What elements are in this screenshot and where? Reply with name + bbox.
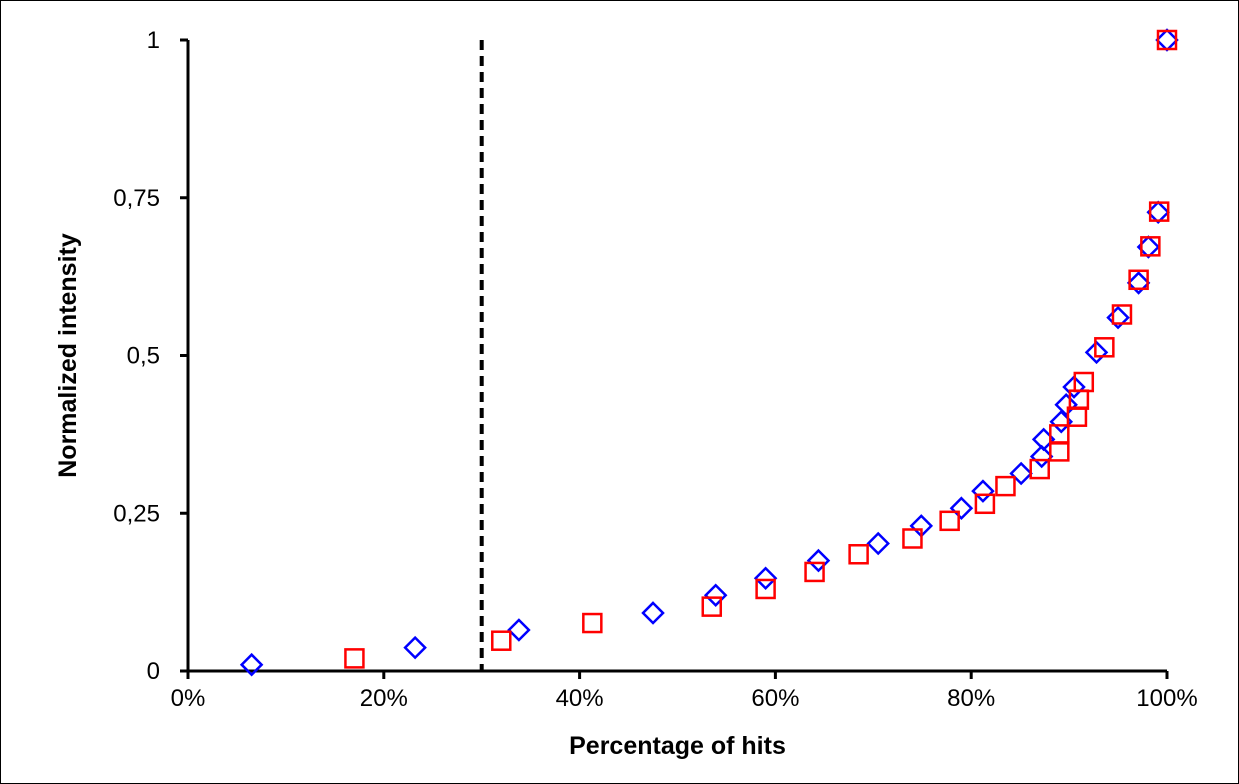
y-axis-title: Normalized intensity xyxy=(54,233,82,478)
square-point xyxy=(1094,337,1115,358)
diamond-point xyxy=(1146,200,1170,225)
x-tick-label: 60% xyxy=(751,685,799,712)
square-point xyxy=(344,648,365,669)
square-point xyxy=(1128,269,1149,291)
x-tick-label: 40% xyxy=(556,685,604,712)
y-tick-label: 0,5 xyxy=(127,343,160,370)
square-point xyxy=(701,596,723,617)
diamond-point xyxy=(1009,461,1033,486)
diamond-point xyxy=(806,548,831,573)
square-point xyxy=(1049,424,1070,445)
x-tick-label: 80% xyxy=(947,685,995,712)
x-tick-label: 100% xyxy=(1136,685,1197,712)
square-point xyxy=(1111,304,1133,325)
x-axis-title: Percentage of hits xyxy=(569,732,786,760)
square-point xyxy=(1029,458,1050,480)
diamond-point xyxy=(971,479,995,503)
x-tick-label: 0% xyxy=(171,685,206,712)
diamond-point xyxy=(1126,271,1151,295)
square-point xyxy=(491,630,512,651)
square-point xyxy=(939,510,960,532)
square-point xyxy=(1140,236,1161,257)
axis-labels: 0 0,25 0,5 0,75 1 0% 20% 40% 60% 80% 100% Percentag… xyxy=(54,27,1198,760)
diamond-point xyxy=(949,496,974,520)
series-diamond xyxy=(239,28,1179,677)
axes xyxy=(180,38,1169,679)
square-point xyxy=(902,528,923,549)
square-point xyxy=(582,612,603,634)
y-tick-label: 0,75 xyxy=(113,185,160,212)
square-point xyxy=(755,578,776,600)
square-point xyxy=(1148,201,1170,222)
y-tick-label: 0 xyxy=(147,658,160,685)
y-tick-label: 0,25 xyxy=(113,500,160,527)
x-tick-label: 20% xyxy=(360,685,408,712)
square-point xyxy=(804,561,825,583)
diamond-point xyxy=(507,618,531,642)
square-point xyxy=(974,493,996,515)
diamond-point xyxy=(1084,340,1109,365)
square-point xyxy=(848,544,869,565)
square-point xyxy=(1156,29,1178,51)
diamond-point xyxy=(1029,444,1054,469)
y-tick-label: 1 xyxy=(147,27,160,54)
square-point xyxy=(1049,441,1070,462)
series-square xyxy=(344,29,1178,669)
square-point xyxy=(1073,371,1095,393)
square-point xyxy=(995,475,1016,497)
diamond-point xyxy=(1155,28,1179,52)
diamond-point xyxy=(1054,392,1078,417)
diamond-point xyxy=(1062,375,1086,399)
diamond-point xyxy=(753,566,778,591)
diamond-point xyxy=(641,601,665,625)
diamond-point xyxy=(866,531,890,556)
diamond-point xyxy=(403,635,427,660)
diamond-point xyxy=(1106,305,1130,330)
diamond-point xyxy=(239,652,264,677)
diamond-point xyxy=(703,583,728,608)
data-points xyxy=(239,28,1179,677)
